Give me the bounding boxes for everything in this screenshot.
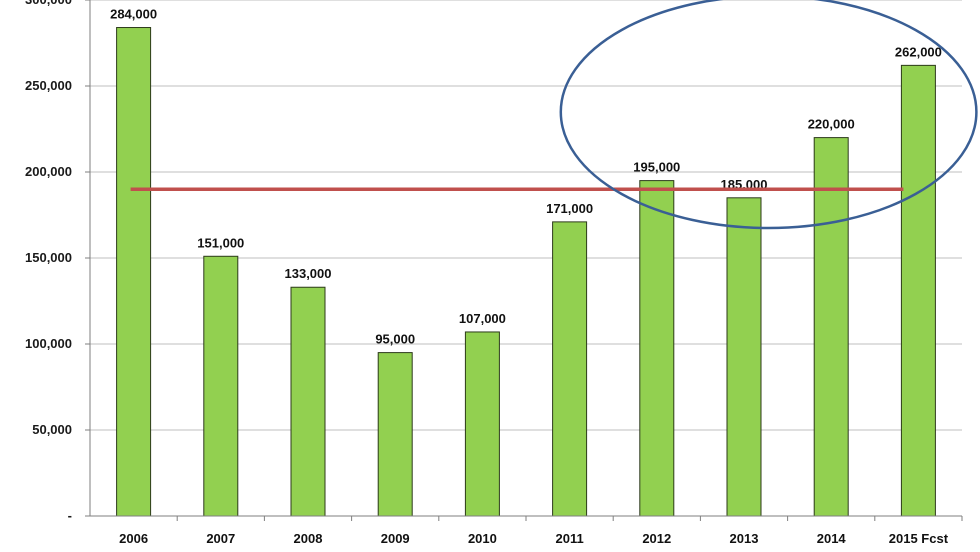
x-tick-label: 2015 Fcst [889, 531, 949, 546]
y-tick-label: 150,000 [25, 250, 72, 265]
bar [290, 286, 326, 517]
data-label: 171,000 [546, 201, 593, 216]
y-tick-label: 250,000 [25, 78, 72, 93]
x-tick-label: 2012 [642, 531, 671, 546]
data-label: 151,000 [197, 235, 244, 250]
bars [116, 27, 936, 517]
bar [116, 27, 152, 517]
data-labels: 284,000 151,000 133,000 95,000 107,000 171,00… [110, 7, 942, 347]
highlight-ellipse [559, 0, 978, 230]
x-tick-label: 2007 [206, 531, 235, 546]
x-tick-label: 2013 [730, 531, 759, 546]
x-tick-label: 2008 [294, 531, 323, 546]
y-tick-label: 100,000 [25, 336, 72, 351]
bar [464, 331, 500, 517]
x-tick-label: 2009 [381, 531, 410, 546]
data-label: 133,000 [285, 266, 332, 281]
x-tick-label: 2014 [817, 531, 847, 546]
axes: - 50,000 100,000 150,000 200,000 250,000 300,0… [25, 0, 963, 546]
bar [726, 197, 762, 517]
bar [203, 255, 239, 517]
y-tick-label: 300,000 [25, 0, 72, 7]
data-label: 107,000 [459, 311, 506, 326]
data-label: 220,000 [808, 117, 855, 132]
overlays [130, 0, 978, 230]
bar [552, 221, 588, 517]
data-label: 262,000 [895, 44, 942, 59]
y-tick-label: - [68, 508, 72, 523]
data-label: 195,000 [633, 160, 680, 175]
bar [639, 180, 675, 517]
bar [377, 352, 413, 517]
y-tick-label: 200,000 [25, 164, 72, 179]
x-tick-label: 2010 [468, 531, 497, 546]
bar [900, 64, 936, 517]
data-label: 95,000 [375, 332, 415, 347]
bar [813, 137, 849, 517]
x-tick-label: 2006 [119, 531, 148, 546]
data-label: 284,000 [110, 7, 157, 22]
x-tick-label: 2011 [555, 531, 583, 546]
y-tick-label: 50,000 [32, 422, 72, 437]
